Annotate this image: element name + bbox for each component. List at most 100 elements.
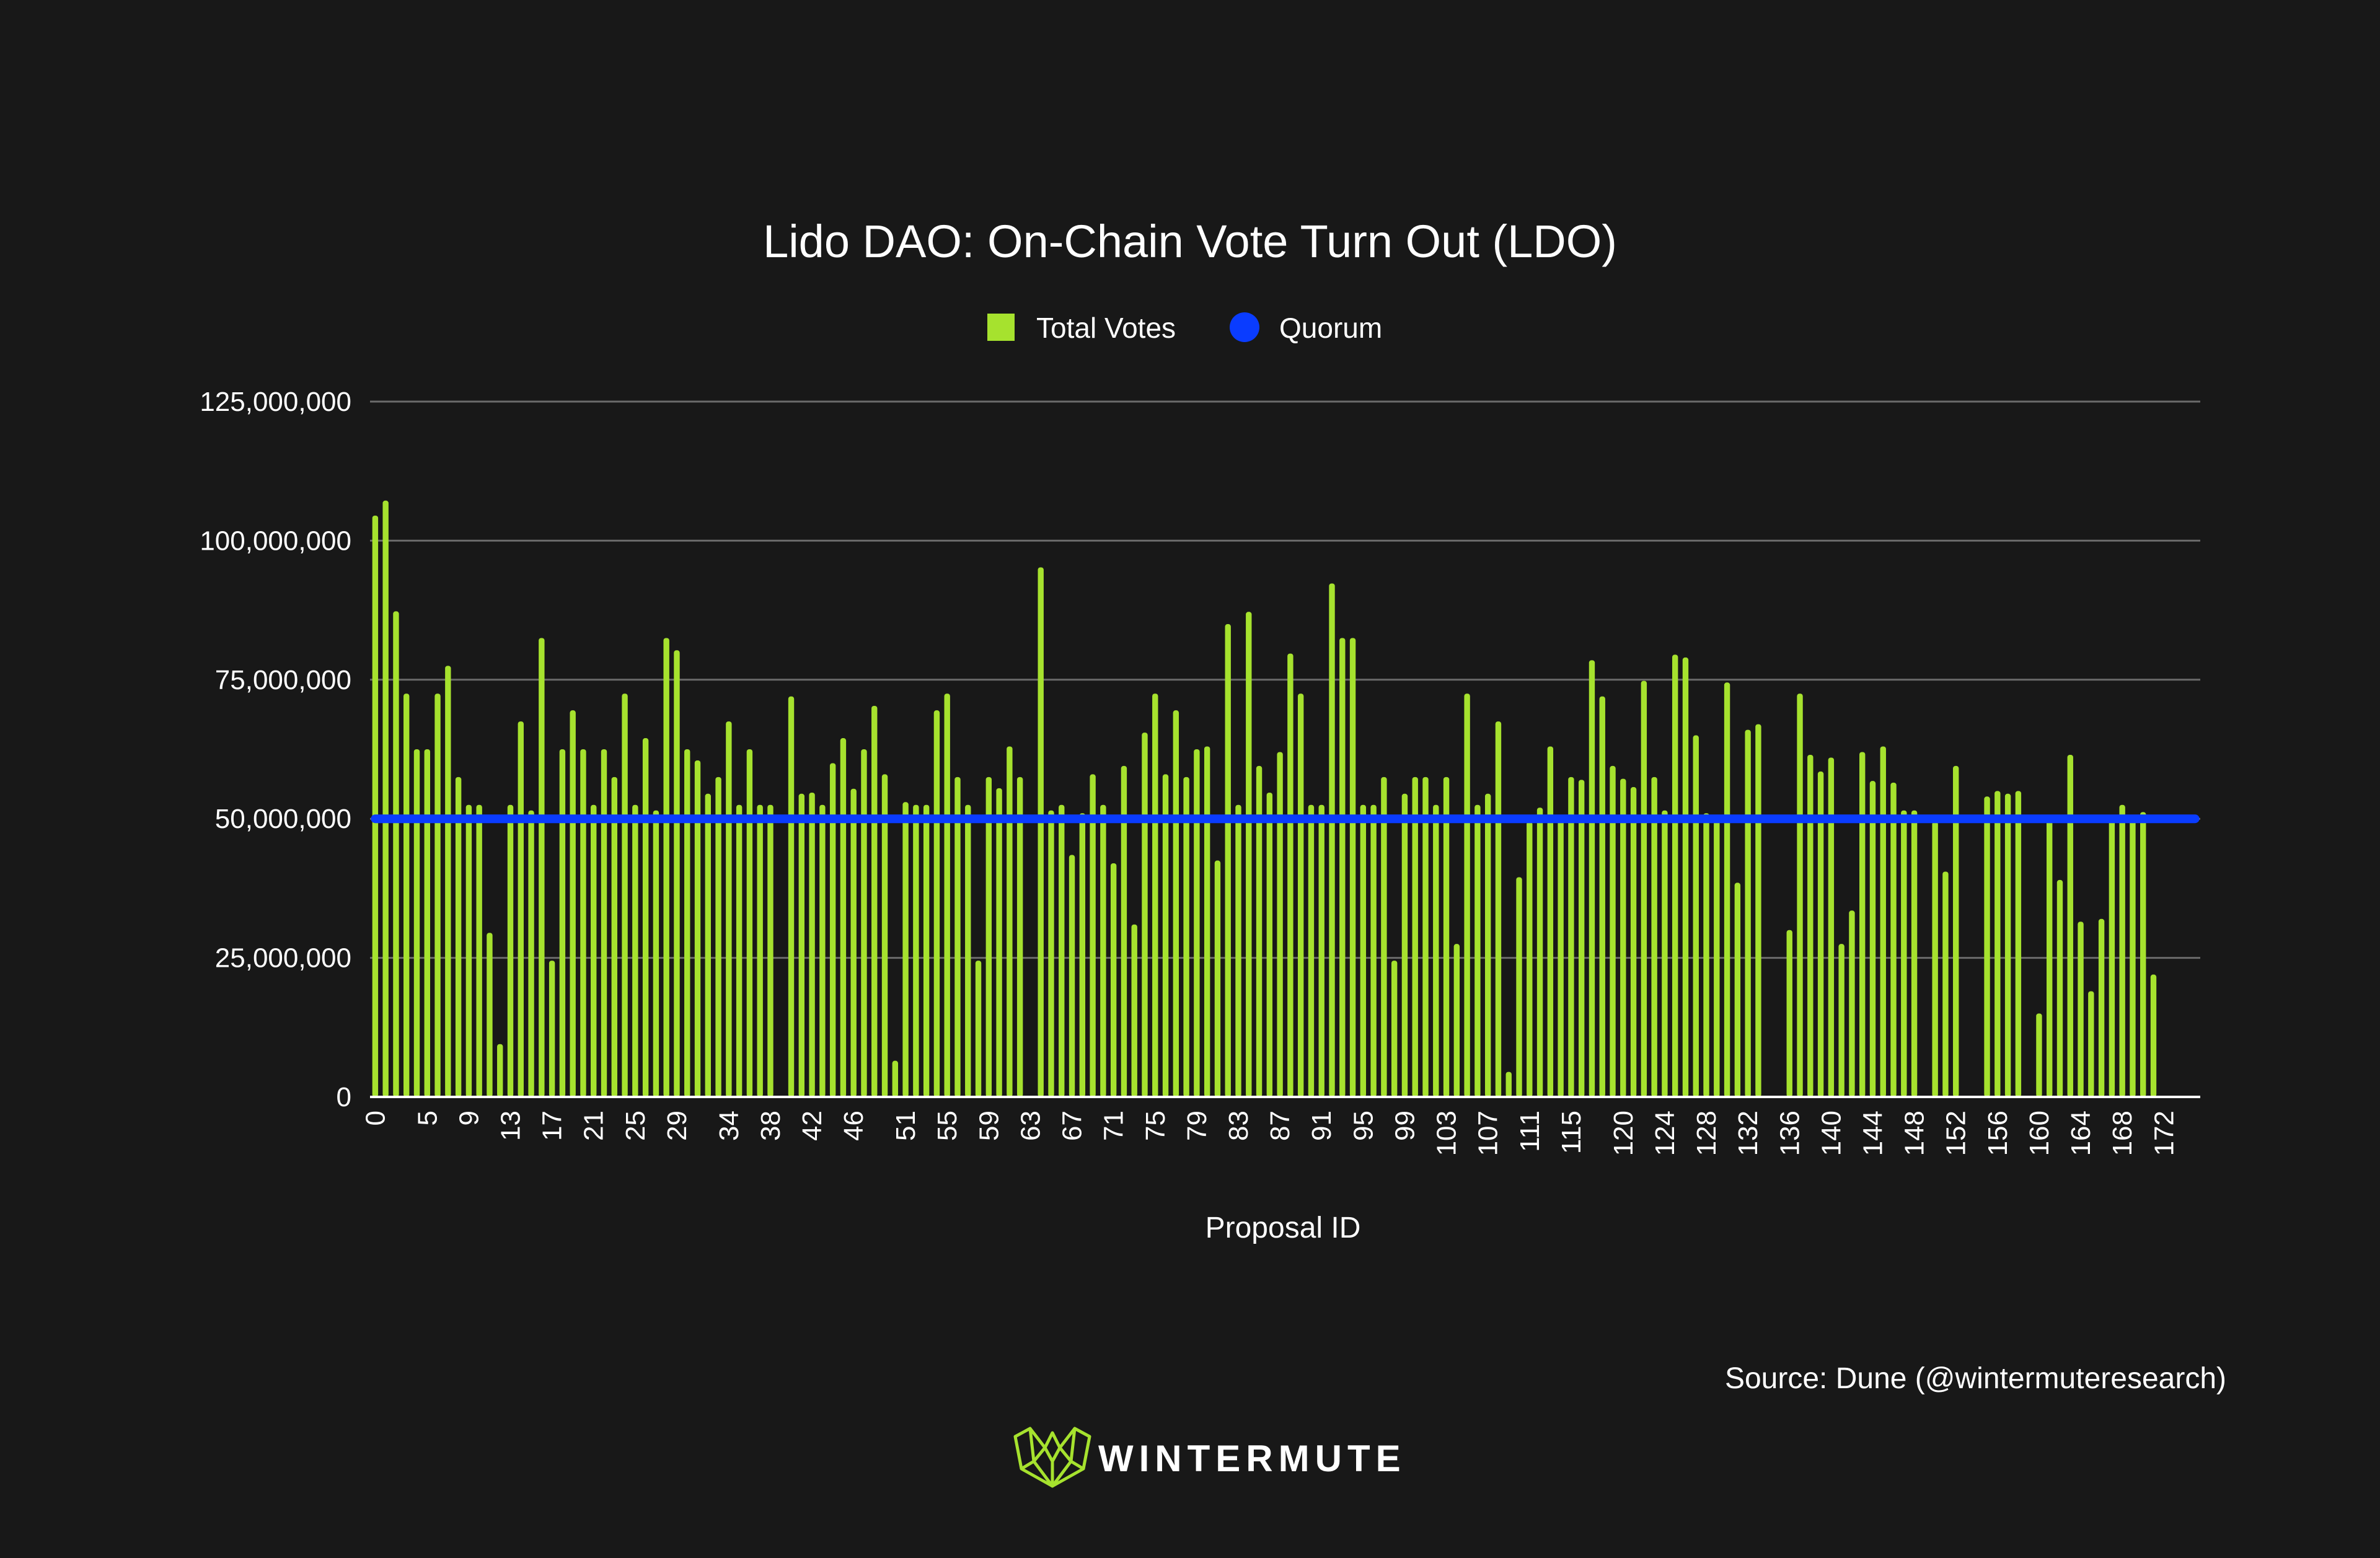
bar (726, 721, 732, 1097)
x-tick-label: 42 (797, 1111, 827, 1141)
bar (1277, 752, 1283, 1097)
x-tick-label: 9 (454, 1111, 484, 1125)
bar (674, 650, 680, 1097)
bar (1266, 793, 1273, 1097)
bar (694, 760, 701, 1097)
bar (601, 749, 607, 1097)
bar (1484, 793, 1491, 1097)
bar (2098, 918, 2105, 1097)
bar (507, 804, 514, 1097)
bar (861, 749, 867, 1097)
bar (746, 749, 753, 1097)
bar (1838, 944, 1844, 1097)
bar (871, 705, 878, 1097)
bar (840, 738, 847, 1097)
bar (1620, 778, 1626, 1097)
x-tick-label: 29 (662, 1111, 692, 1141)
x-tick-label: 152 (1941, 1111, 1972, 1156)
legend-label-total-votes: Total Votes (1036, 312, 1176, 344)
x-tick-label: 172 (2149, 1111, 2179, 1156)
bar (1069, 855, 1075, 1097)
bar (1558, 819, 1564, 1097)
x-tick-label: 13 (496, 1111, 526, 1141)
bar (424, 749, 430, 1097)
bar (684, 749, 690, 1097)
bar (1297, 693, 1304, 1097)
x-axis-title: Proposal ID (1205, 1212, 1361, 1244)
bar (1714, 816, 1720, 1097)
bar (591, 804, 597, 1097)
bar (1953, 765, 1959, 1097)
x-axis-ticks: 0 5 9 13 17 21 25 29 34 38 42 46 51 55 59 63 67 71 75 79 83 8… (360, 1111, 2179, 1156)
bar (1142, 733, 1148, 1097)
bar (975, 961, 982, 1097)
bar (1370, 804, 1377, 1097)
bar (996, 788, 1002, 1097)
x-tick-label: 115 (1556, 1111, 1587, 1154)
bar (1880, 746, 1886, 1097)
bar (923, 804, 930, 1097)
bar (1183, 777, 1189, 1097)
bar (2130, 816, 2136, 1097)
bar (1901, 810, 1907, 1097)
bar (1869, 781, 1876, 1097)
bar (1079, 813, 1086, 1097)
y-tick-label: 50,000,000 (215, 804, 351, 834)
bar (1048, 810, 1054, 1097)
x-tick-label: 83 (1223, 1111, 1254, 1141)
bar (1516, 877, 1522, 1097)
bar (1662, 810, 1668, 1097)
bar (632, 804, 638, 1097)
bar (663, 638, 669, 1097)
bar (653, 810, 659, 1097)
bar (809, 793, 815, 1097)
wintermute-logo: WINTERMUTE (1013, 1427, 1401, 1488)
bar (2109, 816, 2115, 1097)
bar (1100, 804, 1106, 1097)
bar (767, 804, 774, 1097)
bar (539, 638, 545, 1097)
x-tick-label: 71 (1099, 1111, 1129, 1141)
bar (1194, 749, 1200, 1097)
bar (1308, 804, 1315, 1097)
bar (1318, 804, 1324, 1097)
bar (1495, 721, 1502, 1097)
bar (382, 500, 389, 1097)
bar (1256, 765, 1263, 1097)
bar (403, 693, 410, 1097)
bar (1932, 821, 1938, 1097)
bar (944, 693, 950, 1097)
bar (1422, 777, 1429, 1097)
bar (1162, 774, 1169, 1097)
bar (1235, 804, 1241, 1097)
bar (933, 710, 940, 1097)
bar (1807, 754, 1814, 1097)
x-tick-label: 132 (1733, 1111, 1763, 1156)
x-tick-label: 107 (1473, 1111, 1504, 1156)
bar (2088, 991, 2094, 1097)
bars (372, 500, 2157, 1097)
y-tick-label: 0 (337, 1082, 351, 1112)
bar (1890, 782, 1897, 1097)
source-note: Source: Dune (@wintermuteresearch) (1725, 1362, 2226, 1395)
bar (1589, 660, 1595, 1097)
bar (1568, 777, 1574, 1097)
bar (2078, 922, 2084, 1097)
bar (434, 693, 441, 1097)
bar (2015, 791, 2022, 1097)
bar (1527, 821, 1533, 1097)
bar (1453, 944, 1460, 1097)
bar (2140, 812, 2146, 1097)
bar (913, 804, 919, 1097)
bar (1641, 680, 1647, 1097)
y-tick-label: 100,000,000 (200, 526, 351, 556)
bar (1651, 777, 1657, 1097)
bar (1412, 777, 1418, 1097)
bar (487, 933, 493, 1097)
bar (829, 763, 836, 1097)
bar (1443, 777, 1450, 1097)
y-tick-label: 25,000,000 (215, 943, 351, 974)
bar (1755, 724, 1761, 1097)
bar (1059, 804, 1065, 1097)
x-tick-label: 148 (1900, 1111, 1930, 1156)
